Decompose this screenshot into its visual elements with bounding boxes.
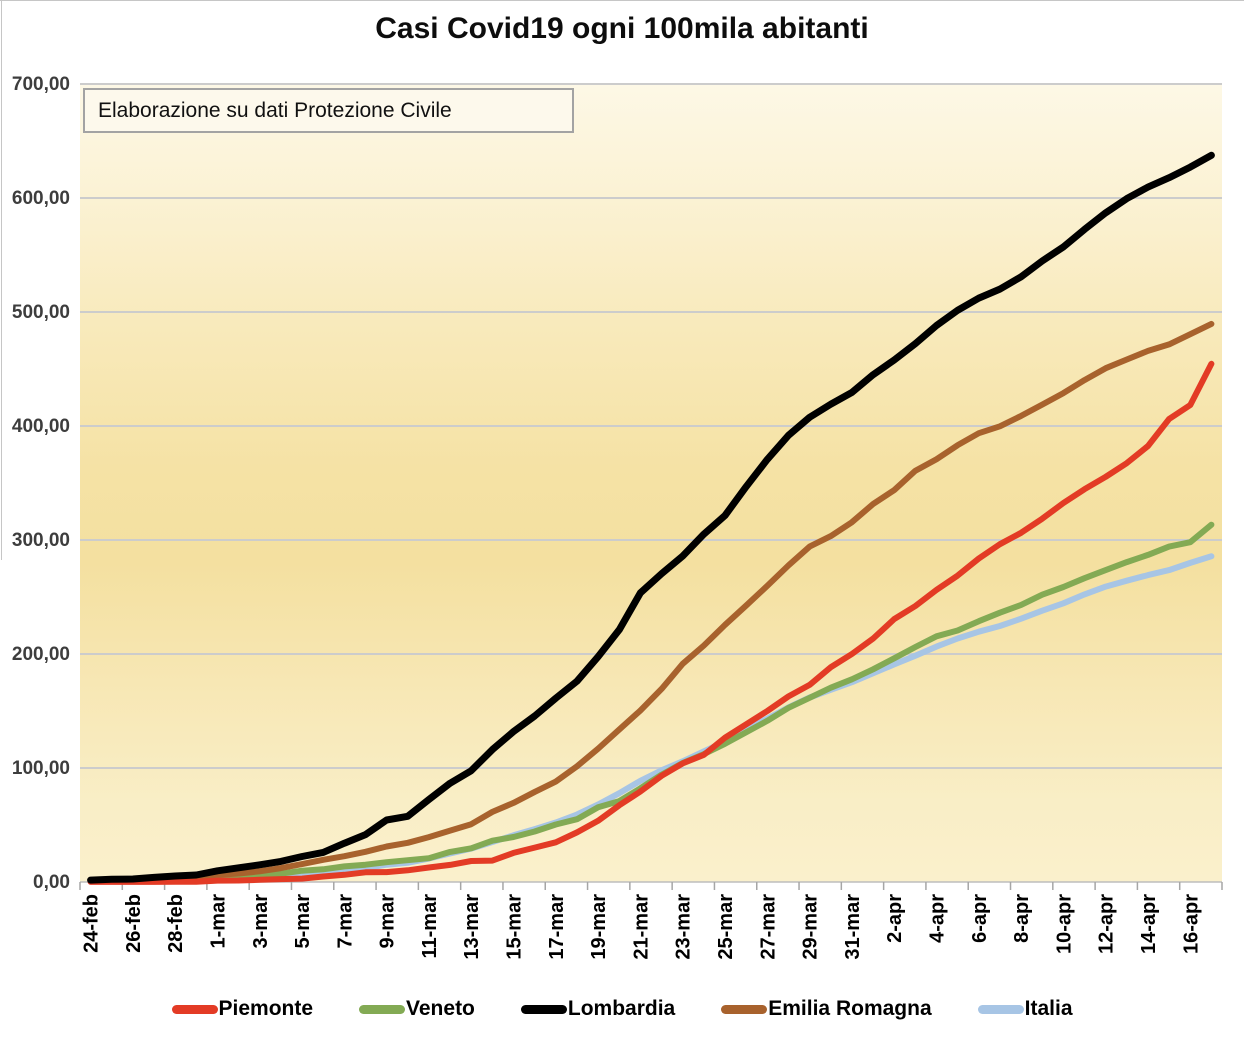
x-axis-label: 14-apr — [1138, 894, 1160, 954]
x-axis-label: 1-mar — [207, 894, 229, 949]
x-axis-label: 4-apr — [927, 894, 949, 943]
series-line-emilia-romagna[interactable] — [87, 320, 1215, 885]
x-axis-label: 8-apr — [1011, 894, 1033, 943]
x-axis-label: 23-mar — [673, 894, 695, 960]
legend-swatch-emilia-romagna — [721, 1004, 768, 1014]
x-axis-label: 29-mar — [800, 894, 822, 960]
x-axis-label: 5-mar — [292, 894, 314, 949]
x-axis-label: 6-apr — [969, 894, 991, 943]
window-edge-left — [1, 0, 2, 560]
x-axis-label: 28-feb — [165, 894, 187, 953]
x-axis-label: 27-mar — [757, 894, 779, 960]
x-axis-label: 7-mar — [334, 894, 356, 949]
x-axis-label: 16-apr — [1180, 894, 1202, 954]
legend-swatch-piemonte — [171, 1004, 218, 1014]
legend-label: Italia — [1024, 997, 1073, 1020]
source-annotation-text: Elaborazione su dati Protezione Civile — [98, 98, 452, 122]
x-axis-label: 24-feb — [81, 894, 103, 953]
x-axis-label: 9-mar — [377, 894, 399, 949]
legend-item-italia[interactable]: Italia — [977, 997, 1073, 1021]
x-axis-label: 12-apr — [1096, 894, 1118, 954]
y-axis-label: 700,00 — [12, 74, 70, 95]
legend: Piemonte Veneto Lombardia Emilia Romagna Ita… — [0, 997, 1244, 1021]
chart-title: Casi Covid19 ogni 100mila abitanti — [375, 12, 869, 45]
x-axis-label: 26-feb — [123, 894, 145, 953]
x-axis-label: 21-mar — [630, 894, 652, 960]
legend-item-emilia-romagna[interactable]: Emilia Romagna — [721, 997, 932, 1021]
x-axis-label: 13-mar — [461, 894, 483, 960]
y-axis-label: 500,00 — [12, 302, 70, 323]
x-axis-label: 10-apr — [1053, 894, 1075, 954]
x-axis-label: 19-mar — [588, 894, 610, 960]
x-axis-label: 31-mar — [842, 894, 864, 960]
legend-item-lombardia[interactable]: Lombardia — [520, 997, 676, 1021]
legend-swatch-veneto — [359, 1004, 406, 1014]
legend-label: Emilia Romagna — [768, 997, 932, 1020]
x-axis-label: 11-mar — [419, 894, 441, 959]
window-edge-top — [0, 0, 1244, 1]
series-line-lombardia[interactable] — [87, 151, 1215, 884]
y-axis-label: 200,00 — [12, 644, 70, 665]
legend-label: Veneto — [406, 997, 475, 1020]
x-axis-label: 25-mar — [715, 894, 737, 960]
legend-swatch-italia — [977, 1004, 1024, 1014]
x-axis-label: 3-mar — [250, 894, 272, 949]
legend-item-piemonte[interactable]: Piemonte — [171, 997, 314, 1021]
series-line-piemonte[interactable] — [87, 360, 1215, 885]
y-axis-label: 100,00 — [12, 758, 70, 779]
legend-swatch-lombardia — [520, 1004, 567, 1014]
legend-label: Piemonte — [218, 997, 314, 1020]
legend-item-veneto[interactable]: Veneto — [359, 997, 475, 1021]
source-annotation-box[interactable]: Elaborazione su dati Protezione Civile — [83, 88, 574, 133]
plot-area[interactable] — [80, 84, 1222, 882]
y-axis-label: 400,00 — [12, 416, 70, 437]
y-axis-label: 0,00 — [33, 872, 70, 893]
x-axis-label: 17-mar — [546, 894, 568, 960]
y-axis-label: 600,00 — [12, 188, 70, 209]
x-axis-label: 15-mar — [504, 894, 526, 960]
y-axis-label: 300,00 — [12, 530, 70, 551]
legend-label: Lombardia — [567, 997, 676, 1020]
x-axis-label: 2-apr — [884, 894, 906, 943]
